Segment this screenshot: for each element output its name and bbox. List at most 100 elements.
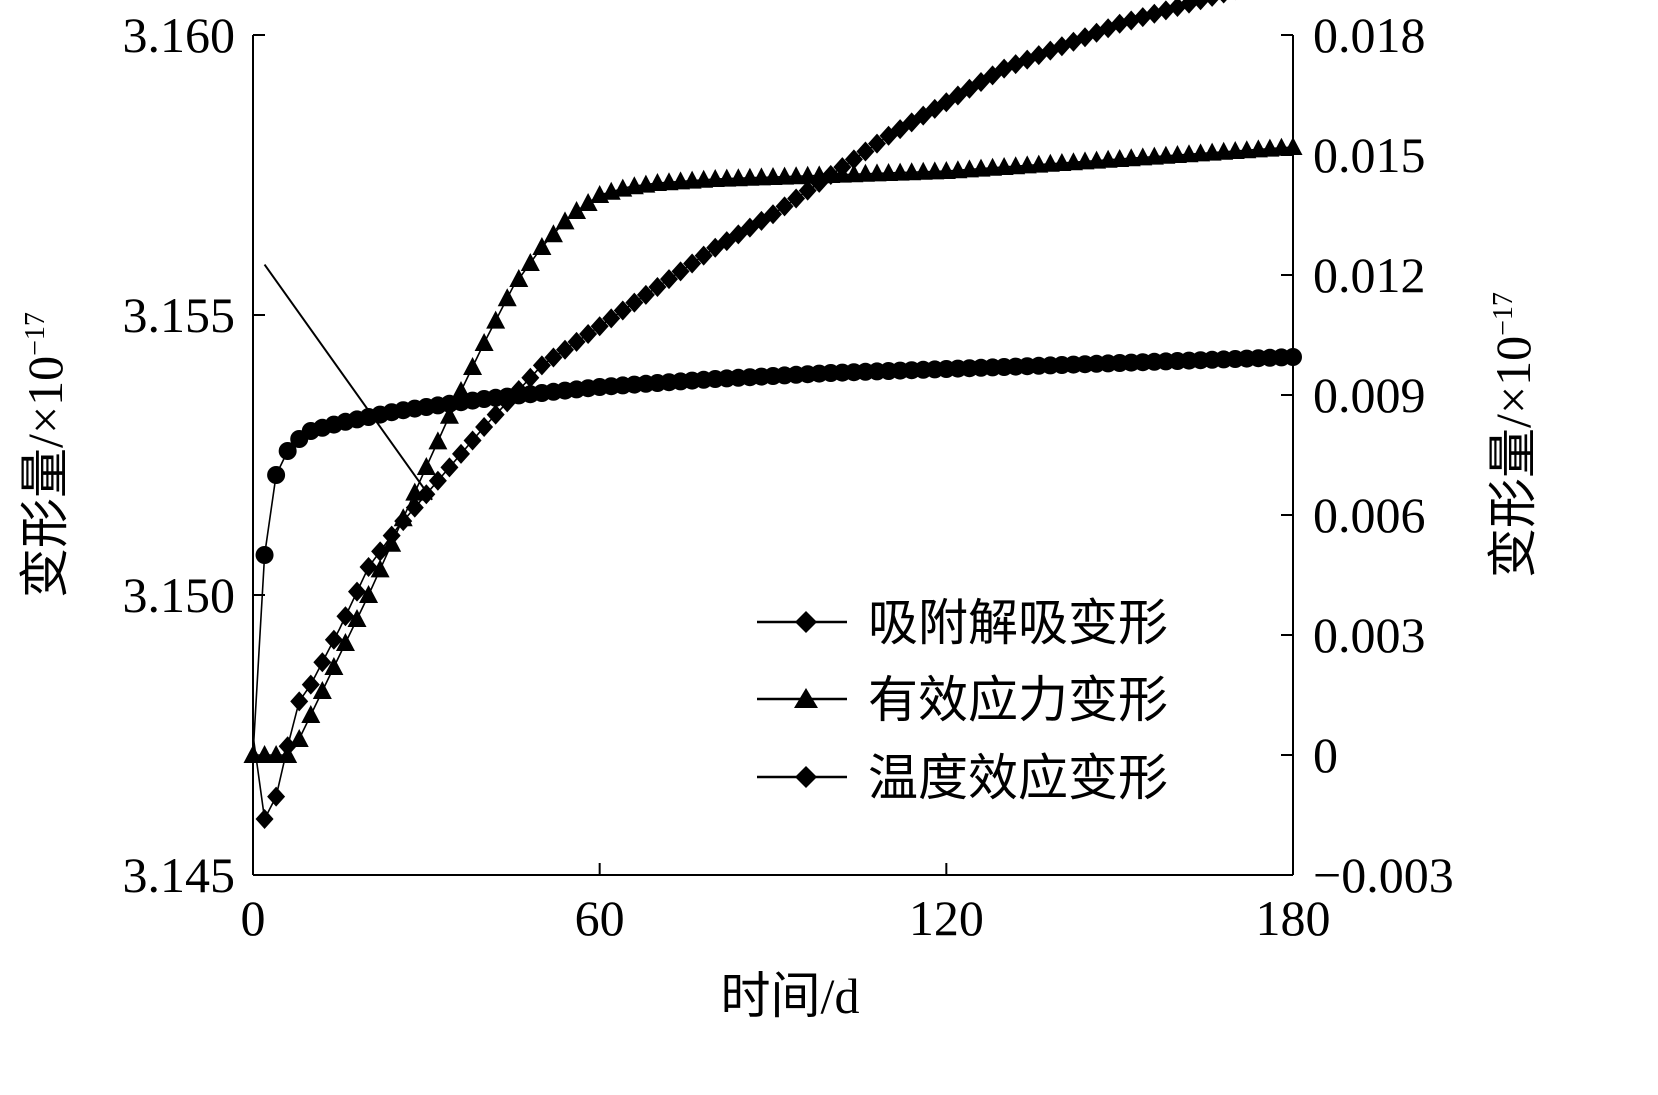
series-point (336, 606, 355, 627)
series-line (253, 146, 1294, 756)
series-point (359, 557, 378, 577)
left-y-tick-label: 3.150 (123, 567, 236, 623)
series-point (370, 559, 390, 578)
legend-marker-adsorption (795, 611, 817, 633)
series-point (787, 188, 806, 209)
series-point (868, 133, 886, 154)
series-point (567, 331, 586, 352)
series-point (267, 786, 286, 807)
legend-label-adsorption: 吸附解吸变形 (868, 594, 1168, 652)
series-point (278, 442, 297, 460)
series-point (416, 457, 436, 475)
plot-area (243, 0, 1303, 829)
series-point (324, 657, 344, 675)
legend: 吸附解吸变形 有效应力变形 温度效应变形 (757, 594, 1168, 807)
series-point (648, 277, 667, 297)
series-point (497, 288, 517, 307)
x-tick-label: 180 (1256, 890, 1331, 946)
series-point (509, 380, 528, 401)
series-point (452, 443, 470, 464)
left-y-axis-title-exponent: −17 (20, 312, 51, 356)
series-point (532, 355, 551, 376)
right-y-tick-label: 0.012 (1313, 247, 1426, 303)
series-point (382, 525, 401, 546)
series-point (498, 392, 517, 413)
series-point (440, 457, 459, 478)
legend-entry-adsorption: 吸附解吸变形 (757, 594, 1168, 652)
series-point (532, 237, 552, 255)
series-point (313, 652, 332, 673)
series-point (348, 581, 366, 602)
left-y-tick-label: 3.145 (123, 847, 236, 903)
series-point (1180, 0, 1198, 14)
series-point (798, 180, 817, 201)
series-point (1110, 13, 1129, 34)
series-point (694, 245, 713, 266)
series-point (463, 430, 482, 451)
series-0 (252, 348, 1302, 756)
series-point (405, 497, 424, 518)
series-point (520, 253, 540, 271)
series-point (439, 405, 459, 424)
annotation-leader-line (263, 264, 433, 501)
series-point (613, 300, 632, 321)
right-y-tick-label: 0.015 (1313, 127, 1426, 183)
series-point (602, 308, 621, 329)
right-y-axis-title-exponent: −17 (1488, 292, 1519, 336)
series-point (625, 292, 644, 313)
series-point (683, 253, 702, 274)
x-tick-label: 120 (909, 890, 984, 946)
series-point (544, 347, 563, 368)
series-point (428, 470, 447, 491)
right-y-tick-label: 0.009 (1313, 367, 1426, 423)
series-1 (243, 137, 1303, 763)
series-point (578, 193, 598, 211)
series-point (1191, 0, 1210, 11)
series-point (347, 609, 367, 627)
series-point (1283, 137, 1303, 155)
series-point (486, 310, 506, 329)
right-y-axis-ticks: −0.003 0 0.003 0.006 0.009 0.012 0.015 0.018 (1281, 7, 1454, 903)
series-point (821, 165, 840, 185)
left-y-axis-ticks: 3.145 3.150 3.155 3.160 (123, 7, 265, 903)
right-y-tick-label: 0.018 (1313, 7, 1426, 63)
series-point (636, 284, 655, 305)
series-point (555, 211, 575, 230)
legend-label-temperature: 温度效应变形 (868, 749, 1168, 807)
series-point (278, 736, 297, 757)
series-point (579, 324, 598, 345)
annotation-layer (263, 264, 433, 501)
legend-marker-effective-stress (794, 688, 818, 708)
series-point (394, 511, 413, 532)
series-point (312, 681, 332, 699)
series-2 (252, 0, 1236, 829)
series-point (428, 431, 448, 450)
legend-marker-temperature (795, 766, 817, 788)
series-point (567, 201, 587, 219)
series-point (856, 141, 875, 162)
series-point (301, 705, 321, 723)
right-y-tick-label: 0.006 (1313, 487, 1426, 543)
series-point (1205, 0, 1219, 7)
left-y-axis-title-text: 变形量/×10 (17, 356, 73, 598)
left-y-tick-label: 3.160 (123, 7, 236, 63)
legend-label-effective-stress: 有效应力变形 (868, 671, 1168, 729)
series-point (475, 417, 494, 437)
right-y-tick-label: −0.003 (1313, 847, 1454, 903)
series-point (463, 357, 483, 375)
series-point (521, 367, 540, 388)
series-point (267, 466, 286, 484)
series-point (255, 546, 274, 564)
series-point (486, 404, 505, 425)
x-tick-label: 0 (241, 890, 266, 946)
right-y-axis-title-text: 变形量/×10 (1485, 336, 1541, 578)
series-point (289, 729, 309, 747)
right-y-tick-label: 0.003 (1313, 607, 1426, 663)
series-point (301, 674, 320, 695)
series-point (844, 149, 863, 170)
right-y-tick-label: 0 (1313, 727, 1338, 783)
series-point (335, 633, 355, 651)
series-point (474, 333, 494, 351)
x-axis-ticks: 0 60 120 180 (241, 863, 1331, 946)
